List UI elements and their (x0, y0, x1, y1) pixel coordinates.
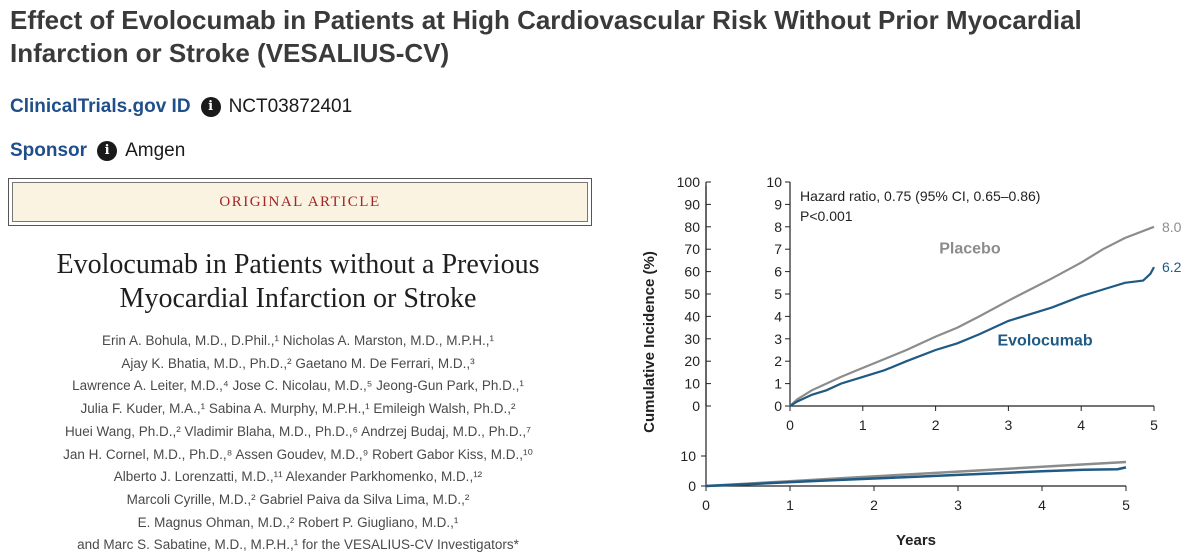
inset-y-tick-label: 1 (774, 376, 782, 392)
x-tick-label: 3 (954, 497, 962, 513)
article-type-label: ORIGINAL ARTICLE (219, 193, 381, 210)
inset-x-tick-label: 0 (786, 417, 794, 433)
paper-title-line: Evolocumab in Patients without a Previou… (56, 249, 540, 280)
x-axis-title: Years (896, 532, 936, 549)
sponsor-label: Sponsor (10, 140, 88, 161)
outer-y-tick-label: 60 (684, 264, 700, 280)
info-icon[interactable]: i (200, 97, 221, 117)
page-title: Effect of Evolocumab in Patients at High… (10, 5, 1082, 68)
series-end-label-placebo: 8.0 (1162, 219, 1182, 235)
x-tick-label: 2 (870, 497, 878, 513)
inset-x-tick-label: 3 (1005, 417, 1013, 433)
paper-title: Evolocumab in Patients without a Previou… (0, 248, 596, 316)
info-icon[interactable]: i (97, 141, 118, 161)
km-chart: 0 1 2 3 4 5 0 10 Years Cumulative Incidence (%) 0 1… (620, 168, 1200, 557)
sponsor-value: Amgen (125, 140, 186, 161)
inset-y-tick-label: 4 (774, 308, 782, 324)
author-line: Ajay K. Bhatia, M.D., Ph.D.,² Gaetano M.… (121, 355, 475, 371)
author-line: Huei Wang, Ph.D.,² Vladimir Blaha, M.D.,… (64, 423, 532, 439)
x-tick-label: 0 (702, 497, 710, 513)
trial-id-row: ClinicalTrials.gov ID i NCT03872401 (10, 96, 352, 118)
inset-y-tick-label: 9 (774, 196, 782, 212)
series-line-evolocumab-inset (789, 266, 1155, 407)
outer-y-tick-label: 90 (684, 196, 700, 212)
inset-y-tick-label: 10 (766, 174, 782, 190)
hazard-ratio-text: Hazard ratio, 0.75 (95% CI, 0.65–0.86) (800, 188, 1040, 204)
author-line: Lawrence A. Leiter, M.D.,⁴ Jose C. Nicol… (72, 378, 524, 394)
outer-y-tick-label: 20 (684, 353, 700, 369)
series-label-placebo: Placebo (939, 241, 1001, 258)
inset-x-tick-label: 5 (1150, 417, 1158, 433)
author-line: Alberto J. Lorenzatti, M.D.,¹¹ Alexander… (113, 469, 483, 485)
x-tick-label: 5 (1122, 497, 1130, 513)
x-tick-label: 4 (1038, 497, 1046, 513)
outer-y-tick-label: 80 (684, 219, 700, 235)
author-line: Jan H. Cornel, M.D., Ph.D.,⁸ Assen Goude… (63, 446, 533, 462)
outer-y-tick-label: 70 (684, 241, 700, 257)
article-type-banner: ORIGINAL ARTICLE (8, 178, 592, 226)
author-line: and Marc S. Sabatine, M.D., M.P.H.,¹ for… (77, 537, 519, 553)
series-line-evolocumab-full (705, 466, 1127, 488)
inset-y-tick-label: 2 (774, 353, 782, 369)
series-end-label-evolocumab: 6.2 (1162, 259, 1182, 275)
trial-id-value: NCT03872401 (228, 96, 353, 117)
author-line: Julia F. Kuder, M.A.,¹ Sabina A. Murphy,… (80, 401, 516, 417)
outer-y-tick-label: 0 (692, 398, 700, 414)
author-line: E. Magnus Ohman, M.D.,² Robert P. Giugli… (137, 514, 459, 530)
author-line: Marcoli Cyrille, M.D.,² Gabriel Paiva da… (126, 491, 470, 507)
inset-y-tick-label: 5 (774, 286, 782, 302)
paper-title-line: Myocardial Infarction or Stroke (119, 283, 477, 314)
p-value-text: P<0.001 (800, 208, 853, 224)
y-tick-label: 0 (688, 478, 696, 494)
series-line-placebo-inset (789, 225, 1155, 407)
inset-y-tick-label: 6 (774, 264, 782, 280)
inset-x-tick-label: 1 (859, 417, 867, 433)
outer-y-tick-label: 10 (684, 376, 700, 392)
author-list: Erin A. Bohula, M.D., D.Phil.,¹ Nicholas… (0, 330, 596, 557)
y-axis-title: Cumulative Incidence (%) (641, 251, 658, 433)
trial-id-label[interactable]: ClinicalTrials.gov ID (10, 96, 191, 117)
author-line: Erin A. Bohula, M.D., D.Phil.,¹ Nicholas… (101, 333, 495, 348)
inset-y-tick-label: 0 (774, 398, 782, 414)
outer-y-tick-label: 30 (684, 331, 700, 347)
outer-y-tick-label: 40 (684, 308, 700, 324)
inset-y-tick-label: 3 (774, 331, 782, 347)
outer-y-tick-label: 100 (677, 174, 701, 190)
inset-y-tick-label: 7 (774, 241, 782, 257)
x-tick-label: 1 (786, 497, 794, 513)
sponsor-row: Sponsor i Amgen (10, 140, 185, 162)
y-tick-label: 10 (680, 448, 696, 464)
outer-y-tick-label: 50 (684, 286, 700, 302)
series-label-evolocumab: Evolocumab (997, 333, 1092, 350)
inset-y-tick-label: 8 (774, 219, 782, 235)
article-type-banner-inner: ORIGINAL ARTICLE (12, 182, 588, 222)
inset-x-tick-label: 4 (1077, 417, 1085, 433)
inset-x-tick-label: 2 (932, 417, 940, 433)
